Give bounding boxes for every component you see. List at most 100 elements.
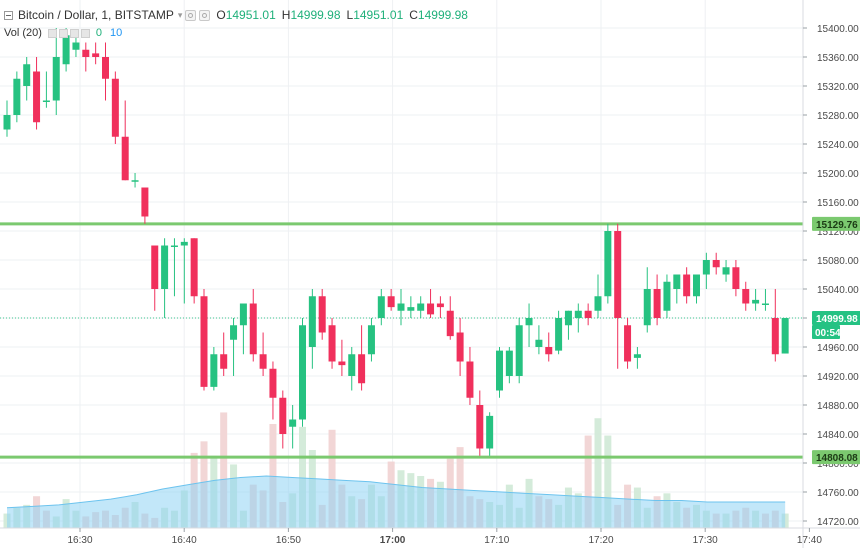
- candle-body: [624, 325, 632, 362]
- price-tick-label: 14880.00: [817, 401, 859, 412]
- volume-bar: [220, 412, 228, 528]
- candle: [367, 318, 375, 362]
- candle-body: [476, 405, 484, 449]
- countdown-badge: 00:54: [812, 325, 841, 340]
- collapse-legend-icon[interactable]: [4, 10, 13, 20]
- candle-body: [466, 361, 474, 398]
- candle-body: [397, 303, 405, 311]
- candle-body: [121, 136, 129, 181]
- candle-body: [417, 303, 425, 311]
- visibility-toggle-icon[interactable]: [185, 9, 197, 21]
- lower-level-badge-box: [812, 450, 860, 465]
- candle: [604, 223, 612, 304]
- candle-body: [210, 354, 218, 387]
- open-value: 14951.01: [225, 8, 276, 22]
- candle: [3, 100, 11, 137]
- symbol-legend: Bitcoin / Dollar, 1, BITSTAMP ▾ O 14951.0…: [4, 8, 468, 22]
- candle: [131, 173, 139, 188]
- settings-icon[interactable]: [199, 9, 211, 21]
- candle-body: [574, 310, 582, 318]
- candle: [239, 303, 247, 355]
- candle-body: [180, 241, 188, 246]
- volume-bar: [604, 435, 612, 528]
- close-value: 14999.98: [417, 8, 468, 22]
- candle-body: [141, 187, 149, 217]
- candle: [348, 347, 356, 391]
- candle: [210, 347, 218, 391]
- candle: [318, 289, 326, 340]
- add-icon[interactable]: [69, 28, 79, 38]
- volume-bar: [594, 418, 602, 528]
- price-tick-label: 15120.00: [817, 227, 859, 238]
- candle-body: [564, 310, 572, 326]
- time-tick-label: 17:20: [588, 535, 613, 546]
- candle: [308, 289, 316, 369]
- candle-body: [604, 231, 612, 297]
- candles: [3, 28, 789, 456]
- candle-body: [328, 325, 336, 362]
- candle: [555, 310, 563, 355]
- time-tick-label: 16:30: [67, 535, 92, 546]
- candle-body: [111, 78, 119, 137]
- candle: [161, 238, 169, 318]
- candle-body: [318, 296, 326, 333]
- candle-body: [102, 57, 109, 79]
- candle-body: [52, 57, 60, 101]
- candle-body: [299, 325, 306, 420]
- candle-body: [781, 318, 789, 354]
- low-label: L: [346, 8, 354, 22]
- candle: [427, 289, 435, 318]
- price-tick-label: 15200.00: [817, 169, 859, 180]
- candle-body: [348, 354, 356, 376]
- candle: [584, 303, 592, 326]
- candle: [23, 57, 31, 101]
- candle: [722, 260, 730, 282]
- candle-body: [269, 368, 277, 398]
- candle: [111, 71, 119, 144]
- candle-body: [377, 296, 385, 318]
- lower-level-badge: 14808.08: [812, 450, 860, 464]
- candle: [328, 318, 336, 369]
- volume-value-2: 10: [110, 27, 123, 39]
- candle-body: [387, 296, 395, 308]
- candle: [82, 42, 90, 72]
- candle: [712, 252, 720, 275]
- time-tick-label: 16:40: [172, 535, 197, 546]
- symbol-dropdown-icon[interactable]: ▾: [177, 9, 183, 20]
- candle-body: [732, 267, 740, 289]
- candle: [397, 289, 405, 326]
- close-icon[interactable]: [80, 28, 90, 38]
- price-tick-label: 15360.00: [817, 53, 859, 64]
- candle-body: [505, 350, 513, 376]
- candle: [141, 187, 149, 224]
- time-tick-label: 17:40: [797, 535, 822, 546]
- low-value: 14951.01: [353, 8, 404, 22]
- candle: [33, 57, 41, 130]
- time-tick-label: 17:30: [693, 535, 718, 546]
- candle: [289, 405, 297, 449]
- candle: [496, 347, 503, 398]
- candle-body: [427, 303, 435, 315]
- eye-icon[interactable]: [47, 28, 57, 38]
- candle-body: [761, 303, 769, 305]
- candle: [338, 339, 346, 376]
- candle-body: [200, 296, 208, 387]
- upper-level-badge: 15129.76: [812, 216, 860, 231]
- candle: [249, 289, 257, 362]
- candle: [574, 303, 582, 333]
- candle-body: [545, 347, 553, 355]
- price-tick-label: 14960.00: [817, 343, 859, 354]
- volume-label[interactable]: Vol (20): [4, 27, 42, 39]
- candle: [387, 289, 395, 311]
- last-price-badge-box: [812, 311, 860, 326]
- settings-small-icon[interactable]: [58, 28, 68, 38]
- symbol-title[interactable]: Bitcoin / Dollar, 1, BITSTAMP: [18, 8, 174, 22]
- candle: [42, 71, 50, 108]
- candle-body: [525, 318, 533, 326]
- volume-pane: [3, 412, 789, 528]
- candle-body: [358, 354, 366, 384]
- candle-body: [653, 289, 661, 318]
